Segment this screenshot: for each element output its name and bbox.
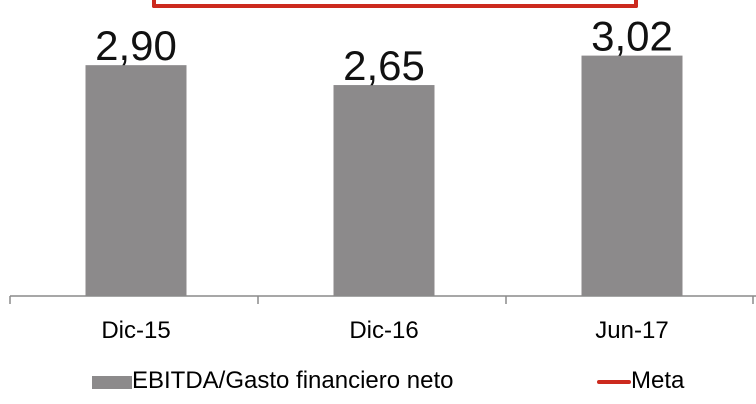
meta-line-group <box>152 0 638 8</box>
legend-swatch-meta <box>597 380 631 384</box>
legend-swatch-ebitda <box>92 376 132 389</box>
x-axis-labels-group: Dic-15 Dic-16 Jun-17 <box>101 317 668 344</box>
x-tick-label-dic-16: Dic-16 <box>349 317 418 344</box>
legend: EBITDA/Gasto financiero neto Meta <box>0 362 756 402</box>
bar-dic-16 <box>333 85 435 296</box>
bars-group <box>85 55 683 296</box>
x-tick-label-jun-17: Jun-17 <box>595 317 668 344</box>
data-label-dic-15: 2,90 <box>95 22 177 69</box>
data-label-jun-17: 3,02 <box>591 13 673 60</box>
data-label-dic-16: 2,65 <box>343 42 425 89</box>
legend-label-ebitda: EBITDA/Gasto financiero neto <box>132 367 454 394</box>
bar-dic-15 <box>85 65 187 296</box>
legend-label-meta: Meta <box>631 367 685 394</box>
data-labels-group: 2,90 2,65 3,02 <box>95 13 673 89</box>
x-axis-ticks-group <box>9 296 754 304</box>
bar-jun-17 <box>581 55 683 296</box>
x-tick-label-dic-15: Dic-15 <box>101 317 170 344</box>
